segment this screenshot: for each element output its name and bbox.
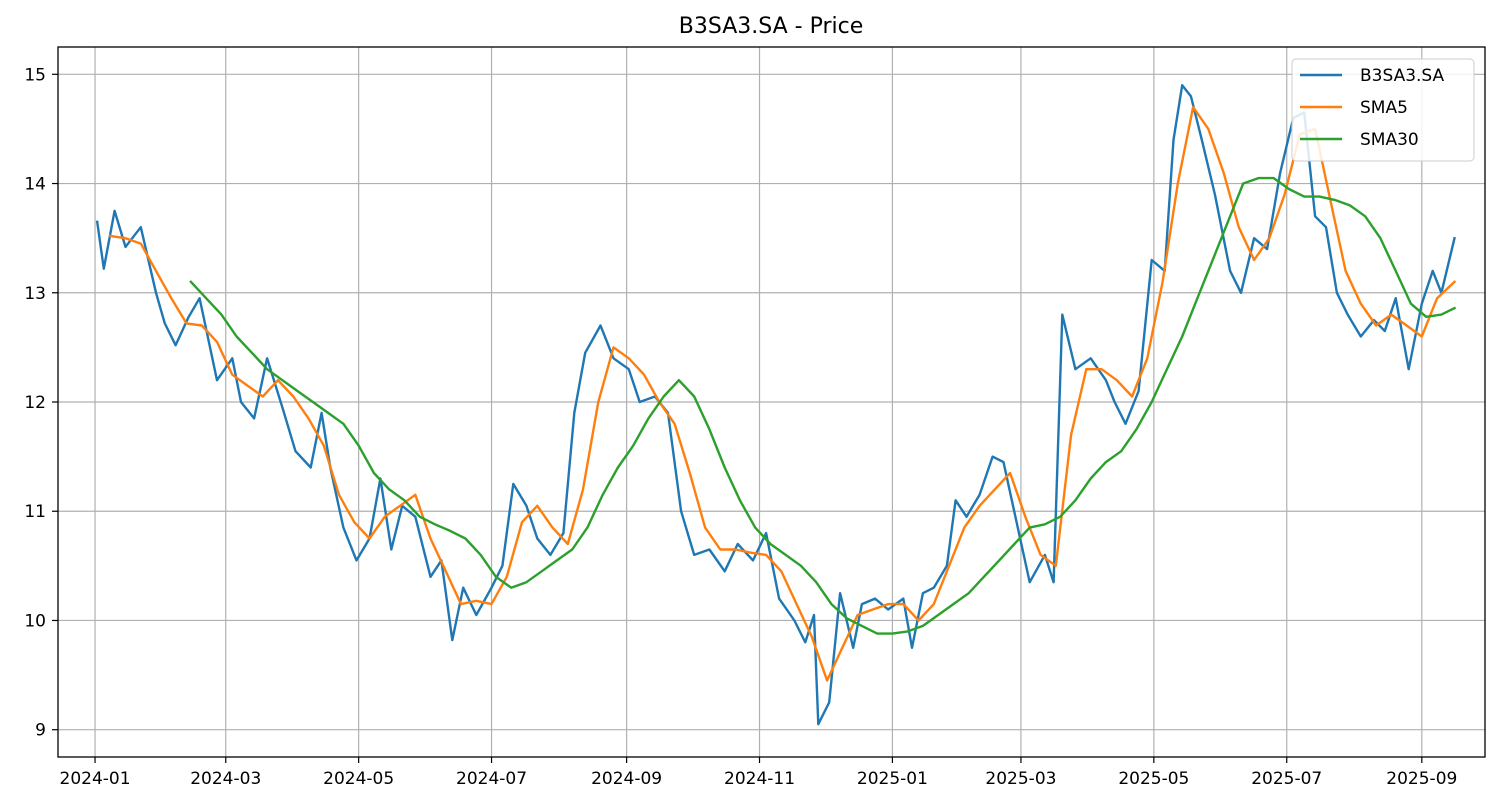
y-tick-label: 9 bbox=[35, 721, 46, 741]
series-line-sma5 bbox=[108, 105, 1457, 682]
x-tick-label: 2025-07 bbox=[1251, 769, 1322, 789]
legend-label: SMA5 bbox=[1360, 98, 1408, 118]
legend-label: B3SA3.SA bbox=[1360, 66, 1445, 86]
y-tick-label: 10 bbox=[24, 611, 46, 631]
x-tick-label: 2025-03 bbox=[985, 769, 1056, 789]
y-tick-label: 12 bbox=[24, 393, 46, 413]
legend: B3SA3.SA SMA5 SMA30 bbox=[1291, 58, 1475, 162]
grid bbox=[58, 47, 1485, 757]
x-tick-label: 2025-01 bbox=[857, 769, 928, 789]
y-tick-label: 14 bbox=[24, 175, 46, 195]
y-tick-label: 15 bbox=[24, 65, 46, 85]
x-tick-label: 2024-09 bbox=[591, 769, 662, 789]
series-lines bbox=[95, 84, 1457, 726]
legend-box bbox=[1291, 58, 1475, 162]
legend-label: SMA30 bbox=[1360, 130, 1419, 150]
y-tick-label: 13 bbox=[24, 284, 46, 304]
x-tick-label: 2024-05 bbox=[323, 769, 394, 789]
x-tick-label: 2024-03 bbox=[190, 769, 261, 789]
y-tick-label: 11 bbox=[24, 502, 46, 522]
series-line-b3sa3-sa bbox=[95, 84, 1456, 726]
x-tick-label: 2025-09 bbox=[1386, 769, 1457, 789]
chart-title: B3SA3.SA - Price bbox=[679, 14, 864, 39]
x-tick-label: 2024-01 bbox=[60, 769, 131, 789]
axis-ticks: 2024-01 2024-03 2024-05 2024-07 2024-09 2024-… bbox=[24, 65, 1457, 789]
x-tick-label: 2024-11 bbox=[724, 769, 795, 789]
x-tick-label: 2024-07 bbox=[456, 769, 527, 789]
series-line-sma30 bbox=[189, 176, 1457, 635]
x-tick-label: 2025-05 bbox=[1118, 769, 1189, 789]
